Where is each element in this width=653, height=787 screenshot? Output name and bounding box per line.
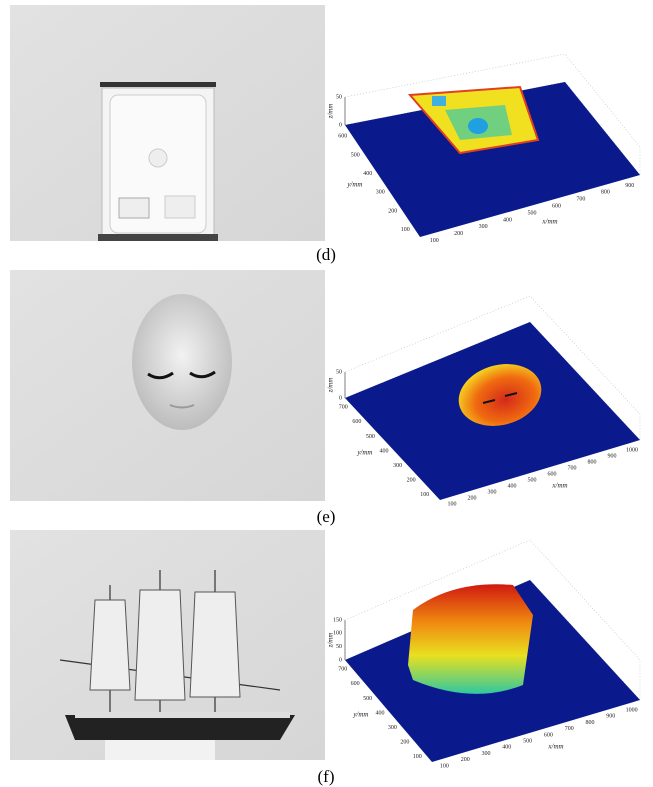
y-tick-label: 400 [380, 448, 389, 454]
x-tick-label: 800 [588, 459, 597, 465]
x-tick-label: 600 [548, 471, 557, 477]
y-tick-label: 100 [401, 227, 410, 233]
y-tick-label: 200 [400, 740, 409, 746]
z-tick-label: 150 [333, 617, 342, 623]
panel-label: (f) [318, 767, 335, 786]
object [408, 584, 533, 694]
y-tick-label: 300 [388, 725, 397, 731]
x-axis-label: x/mm [551, 482, 567, 490]
x-tick-label: 300 [488, 489, 497, 495]
y-tick-label: 500 [366, 434, 375, 440]
x-tick-label: 800 [586, 720, 595, 726]
x-tick-label: 200 [461, 757, 470, 763]
x-tick-label: 700 [568, 465, 577, 471]
y-tick-label: 300 [393, 463, 402, 469]
surface-plot: 7006005004003002001001002003004005006007… [317, 296, 640, 526]
y-tick-label: 600 [351, 681, 360, 687]
y-tick-label: 500 [351, 152, 360, 158]
plots: 6005004003002001001002003004005006007008… [316, 54, 640, 786]
x-tick-label: 500 [528, 477, 537, 483]
figure: 6005004003002001001002003004005006007008… [0, 0, 653, 787]
surface-plot: 7006005004003002001001002003004005006007… [318, 540, 640, 786]
x-axis-label: x/mm [547, 743, 563, 751]
x-tick-label: 400 [503, 217, 512, 223]
x-tick-label: 700 [565, 726, 574, 732]
x-tick-label: 900 [606, 714, 615, 720]
x-tick-label: 200 [454, 231, 463, 237]
x-tick-label: 1000 [626, 707, 638, 713]
z-tick-label: 50 [336, 94, 342, 100]
x-tick-label: 500 [528, 210, 537, 216]
z-tick-label: 50 [336, 644, 342, 650]
object [468, 118, 488, 134]
y-axis-label: y/mm [352, 711, 368, 719]
z-tick-label: 0 [339, 657, 342, 663]
y-tick-label: 700 [339, 405, 348, 411]
y-tick-label: 400 [376, 710, 385, 716]
y-axis-label: y/mm [346, 181, 362, 189]
x-tick-label: 400 [502, 745, 511, 751]
x-tick-label: 100 [448, 501, 457, 507]
x-tick-label: 100 [430, 238, 439, 244]
photo-e [10, 270, 325, 501]
x-tick-label: 900 [625, 183, 634, 189]
y-tick-label: 200 [388, 208, 397, 214]
y-tick-label: 500 [363, 696, 372, 702]
object [432, 96, 446, 106]
y-tick-label: 400 [363, 171, 372, 177]
y-tick-label: 100 [413, 754, 422, 760]
y-tick-label: 300 [376, 190, 385, 196]
x-tick-label: 600 [552, 203, 561, 209]
z-axis-label: z/mm [327, 104, 335, 120]
x-tick-label: 200 [468, 495, 477, 501]
x-tick-label: 600 [544, 732, 553, 738]
panel-label: (d) [316, 245, 336, 264]
x-tick-label: 1000 [626, 447, 638, 453]
z-tick-label: 0 [339, 395, 342, 401]
y-axis-label: y/mm [356, 449, 372, 457]
y-tick-label: 100 [420, 492, 429, 498]
panel-label: (e) [317, 507, 336, 526]
z-axis-label: z/mm [327, 378, 335, 394]
photo-d [10, 5, 325, 241]
x-tick-label: 300 [482, 751, 491, 757]
x-tick-label: 500 [523, 738, 532, 744]
x-tick-label: 900 [608, 453, 617, 459]
z-axis-label: z/mm [327, 633, 335, 649]
z-tick-label: 50 [336, 369, 342, 375]
x-axis-label: x/mm [541, 218, 557, 226]
y-tick-label: 200 [407, 478, 416, 484]
x-tick-label: 800 [601, 190, 610, 196]
surface-plot: 6005004003002001001002003004005006007008… [316, 54, 640, 264]
x-tick-label: 300 [479, 224, 488, 230]
x-tick-label: 400 [508, 483, 517, 489]
y-tick-label: 700 [338, 667, 347, 673]
x-tick-label: 100 [440, 763, 449, 769]
z-tick-label: 0 [339, 122, 342, 128]
photo-f [10, 530, 325, 760]
y-tick-label: 600 [352, 419, 361, 425]
y-tick-label: 600 [338, 134, 347, 140]
x-tick-label: 700 [576, 197, 585, 203]
